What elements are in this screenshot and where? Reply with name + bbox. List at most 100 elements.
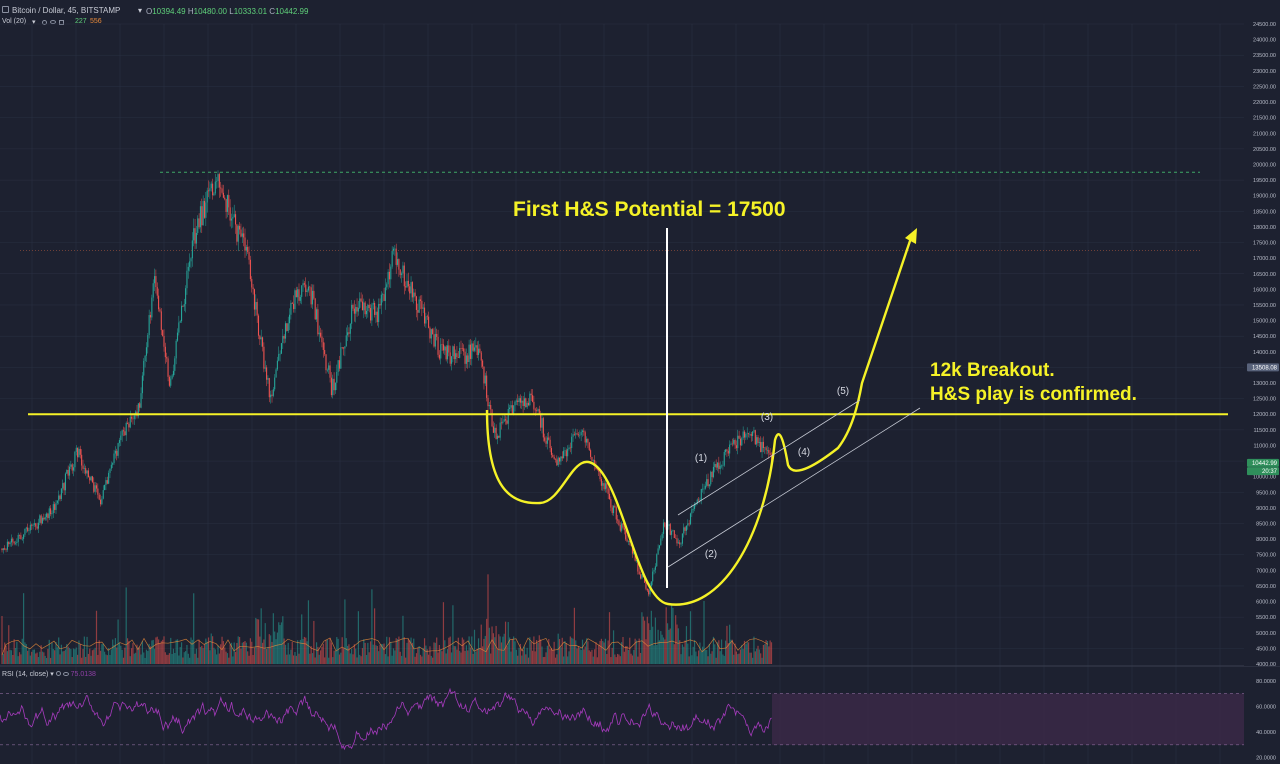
volume-bar <box>521 655 523 664</box>
candle-body <box>656 554 658 567</box>
candle-body <box>719 465 721 470</box>
candle-body <box>178 322 180 333</box>
candle-body <box>577 434 579 436</box>
volume-bar <box>644 620 646 664</box>
candle-body <box>762 441 764 448</box>
candle-body <box>221 188 223 193</box>
volume-bar <box>749 652 751 664</box>
candle-body <box>253 289 255 310</box>
volume-bar <box>131 648 133 664</box>
candle-body <box>733 439 735 444</box>
volume-bar <box>237 636 239 664</box>
candle-body <box>553 456 555 459</box>
volume-visibility-icon[interactable] <box>50 20 56 24</box>
volume-bar <box>367 642 369 664</box>
candle-body <box>661 533 663 539</box>
candle-body <box>343 347 345 349</box>
candle-body <box>617 519 619 521</box>
candle-body <box>392 248 395 251</box>
candle-body <box>243 233 245 238</box>
volume-bar <box>85 656 87 664</box>
candle-body <box>236 224 238 242</box>
volume-bar <box>511 638 513 664</box>
candle-body <box>349 323 351 334</box>
candle-body <box>456 353 458 358</box>
candle-body <box>213 193 215 196</box>
wave-label: (2) <box>705 549 717 560</box>
volume-bar <box>598 645 600 664</box>
volume-more-icon[interactable] <box>59 20 64 25</box>
price-axis[interactable]: 24500.00 24000.00 23500.00 23000.00 22500.00… <box>1244 0 1280 668</box>
candle-body <box>120 435 122 441</box>
candle-body <box>95 485 98 489</box>
price-tick-label: 12500.00 <box>1253 397 1276 403</box>
volume-bar <box>513 636 515 664</box>
volume-bar <box>128 641 130 664</box>
candle-body <box>159 309 161 312</box>
volume-bar <box>356 657 358 664</box>
symbol-title[interactable]: Bitcoin / Dollar, 45, BITSTAMP <box>12 6 121 15</box>
volume-bar <box>503 633 505 664</box>
rsi-axis[interactable]: 80.0000 60.0000 40.0000 20.0000 <box>1244 667 1280 764</box>
volume-bar <box>239 637 241 664</box>
volume-bar <box>646 616 648 664</box>
volume-label[interactable]: Vol (20) <box>2 18 27 25</box>
volume-bar <box>442 602 445 664</box>
candle-body <box>764 447 766 449</box>
candle-body <box>684 527 686 531</box>
volume-bar <box>622 636 624 664</box>
volume-bar <box>456 649 458 664</box>
volume-bar <box>592 656 594 664</box>
candle-body <box>490 405 492 410</box>
symbol-collapse-icon[interactable] <box>2 6 9 13</box>
volume-bar <box>594 649 596 664</box>
volume-bar <box>50 657 52 664</box>
volume-bar <box>468 636 470 664</box>
candle-body <box>604 483 606 490</box>
rsi-legend[interactable]: RSI (14, close) ▾ 75.0138 <box>2 670 96 678</box>
volume-bar <box>672 607 674 664</box>
symbol-caret-icon[interactable]: ▾ <box>138 6 143 15</box>
volume-bar <box>104 651 106 664</box>
volume-bar <box>255 617 257 664</box>
candle-body <box>646 588 648 591</box>
candle-body <box>272 389 274 396</box>
volume-bar <box>687 643 689 664</box>
candle-body <box>734 439 736 446</box>
volume-bar <box>12 655 14 664</box>
volume-bar <box>726 625 728 664</box>
volume-caret-icon[interactable]: ▾ <box>32 19 36 26</box>
volume-bar <box>95 610 98 664</box>
candle-body <box>333 378 335 391</box>
candle-body <box>565 450 567 457</box>
candle-body <box>572 434 574 437</box>
volume-bar <box>668 629 670 664</box>
volume-bar <box>600 638 602 664</box>
rsi-settings-icon[interactable] <box>55 671 61 676</box>
candle-body <box>644 577 646 583</box>
volume-settings-icon[interactable] <box>42 20 47 25</box>
candle-body <box>66 469 68 474</box>
volume-bar <box>213 647 215 664</box>
candle-body <box>422 307 424 309</box>
volume-bar <box>66 644 68 664</box>
candle-body <box>592 460 594 461</box>
rsi-visibility-icon[interactable] <box>62 672 69 676</box>
candle-body <box>359 298 361 308</box>
rsi-caret-icon[interactable]: ▾ <box>50 671 54 678</box>
volume-bar <box>139 647 141 664</box>
rsi-label[interactable]: RSI (14, close) <box>2 671 49 678</box>
volume-bar <box>488 627 490 664</box>
volume-bar <box>203 643 206 664</box>
candle-body <box>660 538 662 546</box>
volume-bar <box>661 634 663 664</box>
volume-bar <box>517 655 519 664</box>
volume-bar <box>118 642 121 664</box>
candle-body <box>650 581 652 587</box>
volume-bar <box>167 654 169 664</box>
candle-body <box>172 370 174 376</box>
candle-body <box>459 348 461 358</box>
volume-bar <box>297 640 299 664</box>
